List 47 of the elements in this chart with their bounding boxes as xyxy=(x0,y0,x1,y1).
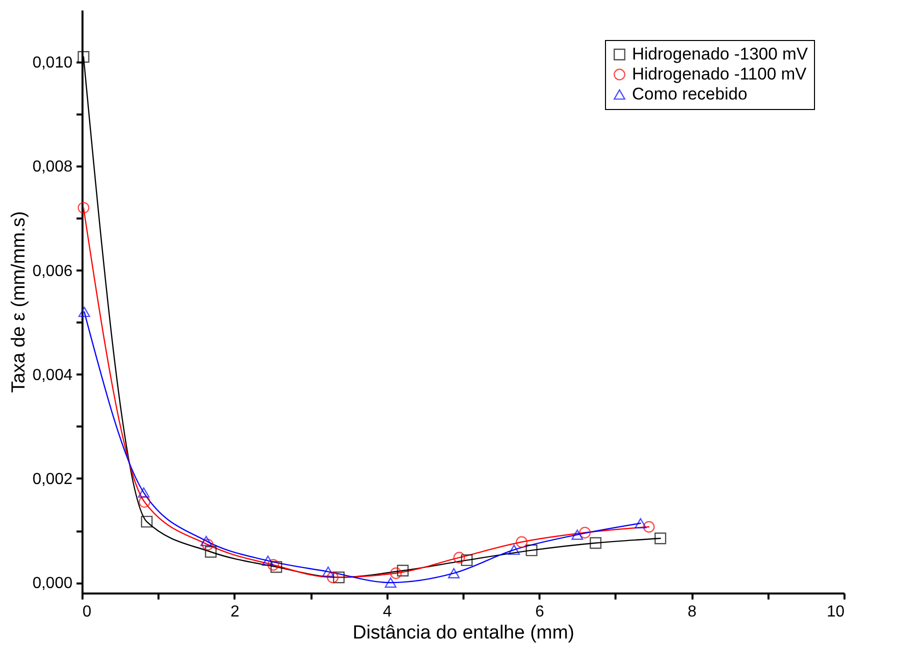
point xyxy=(202,538,214,550)
point xyxy=(138,487,150,498)
point xyxy=(332,572,345,584)
point xyxy=(634,518,646,528)
point xyxy=(384,577,396,588)
y-tick-label: 0,008 xyxy=(32,158,73,176)
x-tick-label: 10 xyxy=(826,604,845,620)
point xyxy=(571,530,584,540)
y-tick-label: 0,002 xyxy=(32,470,73,488)
point xyxy=(526,544,538,556)
legend-label: Hidrogenado -1100 mV xyxy=(632,64,808,84)
point xyxy=(322,566,334,577)
point xyxy=(267,559,280,571)
point xyxy=(326,572,339,584)
y-tick-label: 0,006 xyxy=(32,262,73,280)
y-tick-label: 0,004 xyxy=(32,366,73,384)
point xyxy=(654,532,666,544)
point xyxy=(262,556,274,566)
point xyxy=(78,306,90,318)
x-axis-title: Distância do entalhe (mm) xyxy=(352,622,574,644)
x-tick-label: 2 xyxy=(230,604,240,620)
x-tick-label: 4 xyxy=(382,604,392,620)
point xyxy=(516,536,528,548)
point xyxy=(390,567,402,580)
point xyxy=(396,564,409,576)
point xyxy=(140,516,153,528)
x-tick-label: 0 xyxy=(82,604,92,620)
point xyxy=(448,568,460,578)
point xyxy=(460,554,473,566)
y-tick-label: 0,010 xyxy=(32,54,73,72)
point xyxy=(453,552,466,564)
x-tick-label: 6 xyxy=(535,604,544,620)
legend-label: Como recebido xyxy=(632,84,748,104)
y-tick-label: 0,000 xyxy=(32,575,73,592)
point xyxy=(78,51,90,63)
point xyxy=(270,561,282,573)
point xyxy=(138,496,150,508)
y-axis-title: Taxa de ε (mm/mm.s) xyxy=(8,211,30,393)
point xyxy=(508,544,520,555)
point xyxy=(78,202,90,214)
point xyxy=(200,536,212,546)
point xyxy=(643,521,655,533)
point xyxy=(590,537,602,549)
point xyxy=(579,526,591,538)
point xyxy=(204,546,217,558)
x-tick-label: 8 xyxy=(688,604,697,620)
legend-label: Hidrogenado -1300 mV xyxy=(632,44,808,64)
